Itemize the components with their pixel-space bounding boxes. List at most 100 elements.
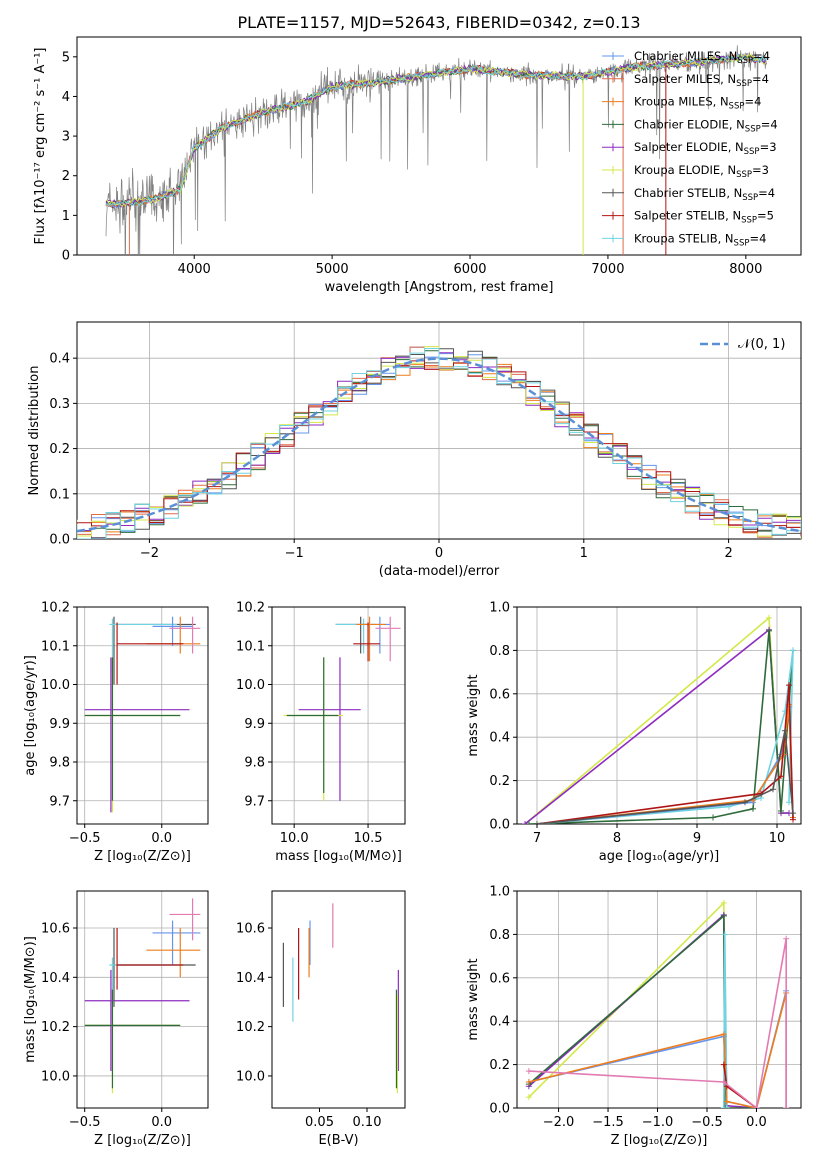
x-tick-label: 0: [435, 546, 443, 561]
legend-nssp: =4: [758, 186, 775, 200]
y-tick-label: 4: [62, 90, 70, 105]
x-axis-label: (data-model)/error: [379, 564, 500, 579]
x-tick-label: 9: [693, 831, 701, 846]
y-axis-label: Normed distribution: [27, 366, 42, 496]
x-tick-label: −0.5: [69, 831, 101, 846]
mass-weight-line: [528, 913, 757, 1108]
y-tick-label: 9.7: [49, 794, 70, 809]
y-tick-label: 1.0: [489, 885, 510, 900]
x-axis-label: wavelength [Angstrom, rest frame]: [325, 280, 554, 295]
legend-subscript: SSP: [742, 193, 758, 203]
y-tick-label: 0.6: [489, 687, 510, 702]
x-tick-label: 10.5: [354, 831, 383, 846]
axes-spectrum: 4000 5000 6000 7000 8000 0 1 2 3 4 5 wavelength [An…: [33, 13, 802, 295]
y-tick-label: 5: [62, 50, 70, 65]
y-tick-label: 10.1: [41, 639, 70, 654]
plot-area: [105, 45, 767, 255]
y-tick-label: 0.4: [489, 731, 510, 746]
y-tick-label: 10.6: [236, 921, 265, 936]
legend-subscript: SSP: [736, 79, 752, 89]
x-tick-label: 4000: [178, 262, 211, 277]
axes-frame: [271, 890, 406, 1109]
x-tick-label: 0.05: [305, 1115, 334, 1130]
legend-nssp: =4: [752, 72, 769, 86]
x-tick-label: 7000: [591, 262, 624, 277]
y-tick-label: 10.4: [41, 971, 70, 986]
x-tick-label: 8000: [729, 262, 762, 277]
y-axis-label: age [log₁₀(age/yr)]: [23, 655, 38, 776]
y-tick-label: 3: [62, 130, 70, 145]
legend-nssp: =3: [760, 140, 777, 154]
legend-subscript: SSP: [734, 238, 750, 248]
y-tick-label: 0.6: [489, 971, 510, 986]
y-tick-label: 0.8: [489, 644, 510, 659]
x-tick-label: −0.5: [69, 1115, 101, 1130]
residual-histogram-step: [77, 348, 801, 539]
mass-weight-line: [528, 938, 787, 1108]
legend-label: Kroupa MILES, NSSP=4: [634, 95, 761, 112]
legend-label: Chabrier STELIB, NSSP=4: [634, 186, 775, 203]
x-tick-label: 1: [580, 546, 588, 561]
y-tick-label: 9.9: [244, 717, 265, 732]
legend-subscript: SSP: [729, 102, 745, 112]
axes-frame: [516, 606, 802, 825]
axes-frame: [271, 606, 406, 825]
plot-area: [525, 899, 790, 1108]
mass-weight-line: [528, 914, 757, 1108]
y-tick-label: 0.4: [489, 1015, 510, 1030]
x-tick-label: −1: [285, 546, 304, 561]
y-axis-label: Flux [fλ10⁻¹⁷ erg cm⁻² s⁻¹ A⁻¹]: [33, 48, 48, 245]
y-tick-label: 10.6: [41, 921, 70, 936]
legend-label: Chabrier ELODIE, NSSP=4: [634, 117, 778, 134]
y-tick-label: 10.2: [41, 1020, 70, 1035]
plot-area: [282, 903, 399, 1094]
x-tick-label: 10: [769, 831, 786, 846]
plot-area: [84, 898, 201, 1094]
y-tick-label: 10.0: [236, 1069, 265, 1084]
y-tick-label: 0.0: [49, 533, 70, 548]
y-tick-label: 10.4: [236, 971, 265, 986]
y-tick-label: 0.2: [49, 442, 70, 457]
axes-frame: [76, 890, 209, 1109]
legend-label: Salpeter MILES, NSSP=4: [634, 72, 769, 89]
axes-frame: [76, 36, 802, 256]
residual-histogram-step: [77, 357, 801, 537]
legend-nssp: =3: [752, 163, 769, 177]
x-tick-label: 0.10: [353, 1115, 382, 1130]
y-tick-label: 0.2: [489, 774, 510, 789]
x-tick-label: 7: [533, 831, 541, 846]
x-tick-label: 2: [724, 546, 732, 561]
legend-nssp: =4: [749, 231, 766, 245]
legend-nssp: =4: [761, 117, 778, 131]
legend-nssp: =4: [753, 49, 770, 63]
legend-label: 𝒩(0, 1): [738, 337, 785, 352]
plot-area: [77, 346, 801, 539]
axes-mass-vs-ebv: 0.05 0.10 10.0 10.2 10.4 10.6 E(B-V): [236, 890, 406, 1148]
legend: Chabrier MILES, NSSP=4 Salpeter MILES, NS…: [602, 49, 778, 248]
x-tick-label: −1.5: [592, 1115, 624, 1130]
x-tick-label: 10.0: [280, 831, 309, 846]
y-tick-label: 9.9: [49, 717, 70, 732]
mass-weight-line: [528, 630, 794, 824]
axes-weight-vs-Z: −2.0 −1.5 −1.0 −0.5 0.0 0.0 0.2 0.4 0.6 0.8 1.0 Z […: [466, 885, 802, 1148]
mass-weight-line: [536, 730, 794, 824]
axes-frame: [76, 321, 802, 540]
chart-title: PLATE=1157, MJD=52643, FIBERID=0342, z=0…: [237, 13, 640, 32]
legend-subscript: SSP: [745, 124, 761, 134]
y-tick-label: 0.3: [49, 397, 70, 412]
y-tick-label: 0.0: [489, 1102, 510, 1117]
legend-label: Salpeter STELIB, NSSP=5: [634, 209, 774, 226]
y-axis-label: mass weight: [466, 674, 481, 756]
y-tick-label: 0.0: [489, 818, 510, 833]
plot-area: [522, 614, 796, 824]
x-tick-label: 6000: [453, 262, 486, 277]
y-tick-label: 10.1: [236, 639, 265, 654]
axes-mass-vs-Z: −0.5 0.0 10.0 10.2 10.4 10.6 Z [log₁₀(Z/Z⊙)] ma…: [23, 890, 209, 1148]
legend-label: Chabrier MILES, NSSP=4: [634, 49, 770, 66]
x-tick-label: −1.0: [642, 1115, 674, 1130]
y-tick-label: 10.2: [236, 1020, 265, 1035]
y-tick-label: 9.8: [49, 756, 70, 771]
y-tick-label: 10.2: [41, 601, 70, 616]
x-tick-label: 8: [613, 831, 621, 846]
x-tick-label: 0.0: [151, 1115, 172, 1130]
